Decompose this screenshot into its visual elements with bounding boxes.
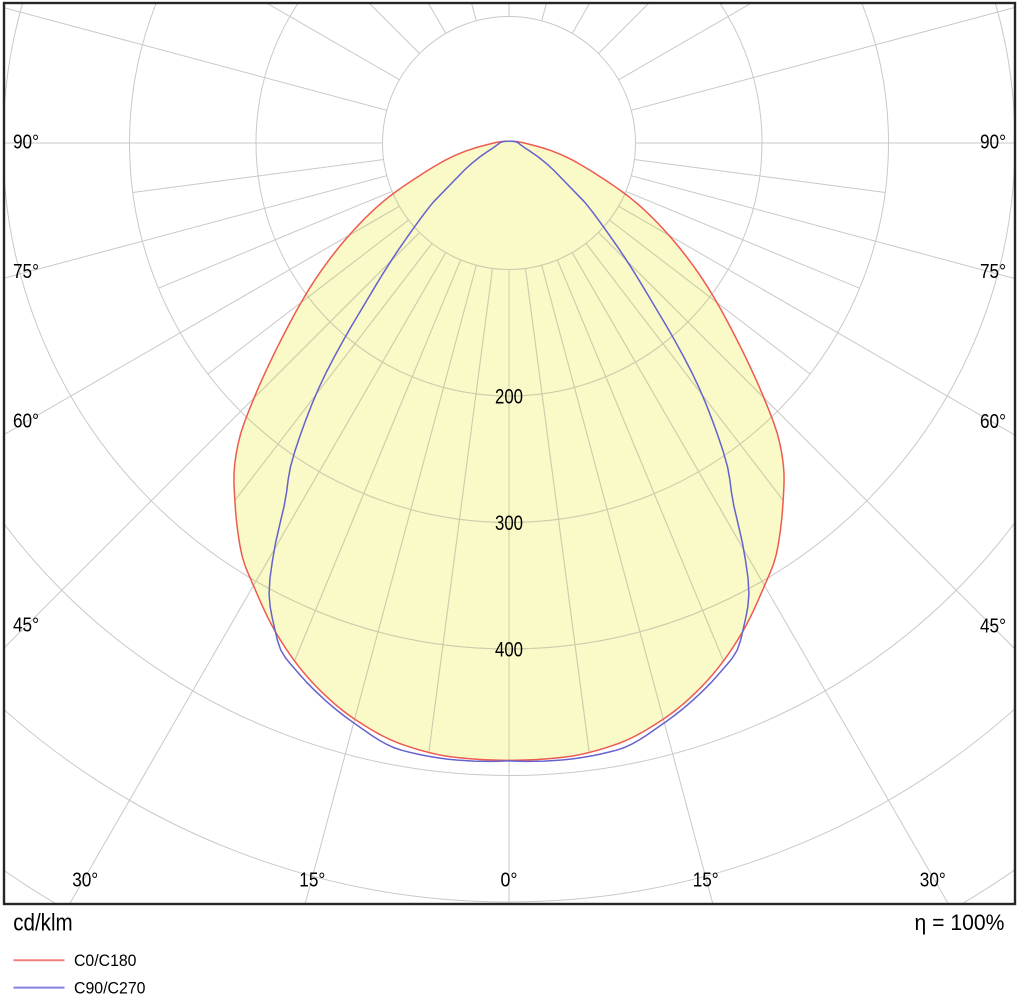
svg-text:C0/C180: C0/C180 — [74, 951, 137, 970]
svg-text:30°: 30° — [920, 870, 946, 892]
svg-text:75°: 75° — [980, 261, 1006, 283]
svg-text:200: 200 — [495, 385, 523, 408]
svg-text:60°: 60° — [980, 411, 1006, 433]
svg-text:C90/C270: C90/C270 — [74, 979, 146, 998]
svg-text:15°: 15° — [299, 870, 325, 892]
svg-text:15°: 15° — [693, 870, 719, 892]
svg-text:300: 300 — [495, 512, 523, 535]
svg-text:η = 100%: η = 100% — [915, 910, 1005, 935]
svg-text:45°: 45° — [980, 616, 1006, 638]
svg-text:30°: 30° — [72, 870, 98, 892]
svg-text:0°: 0° — [501, 870, 518, 892]
svg-text:45°: 45° — [13, 615, 39, 637]
svg-text:75°: 75° — [13, 261, 39, 283]
svg-text:90°: 90° — [980, 132, 1006, 154]
svg-text:cd/klm: cd/klm — [13, 910, 72, 937]
svg-text:90°: 90° — [13, 132, 39, 154]
svg-text:400: 400 — [495, 638, 523, 661]
svg-text:60°: 60° — [13, 410, 39, 432]
